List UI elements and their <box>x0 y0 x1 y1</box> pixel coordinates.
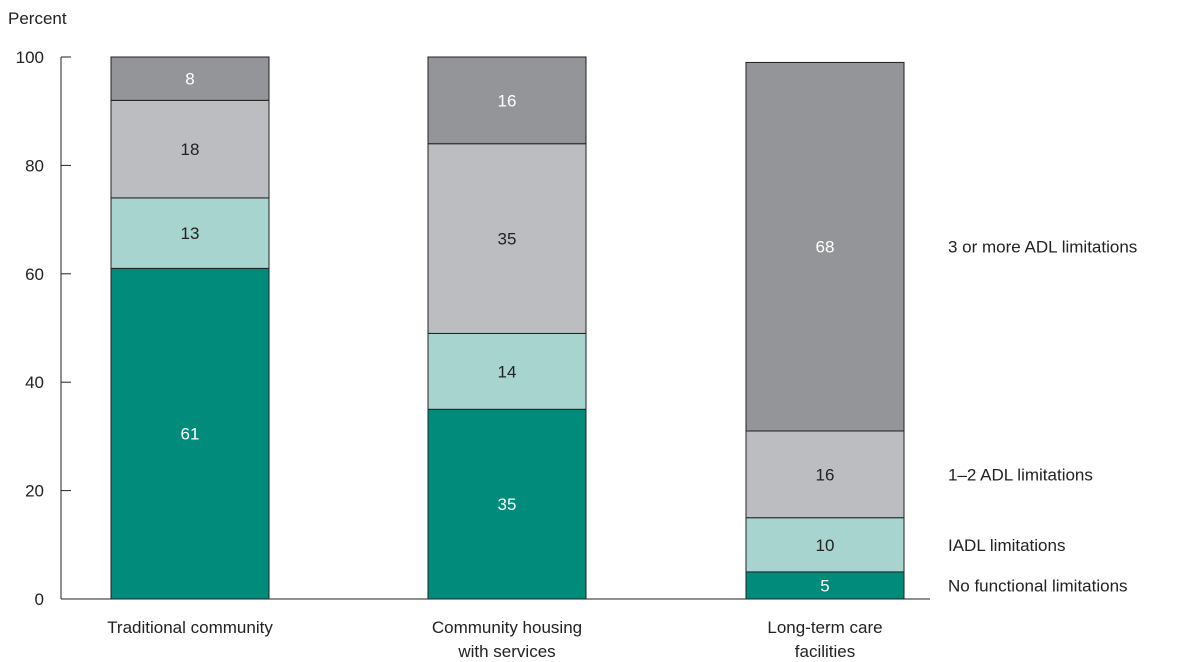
x-tick-label: Long-term care <box>767 618 882 637</box>
bar-stack: 5 10 16 68 <box>745 61 905 600</box>
y-tick-label: 40 <box>25 373 44 392</box>
data-label: 5 <box>820 576 829 595</box>
bars: 61 13 18 8 35 14 35 16 5 10 16 68 <box>110 56 905 600</box>
data-label: 16 <box>498 91 517 110</box>
y-ticks: 0 20 40 60 80 100 <box>16 48 71 609</box>
y-tick-label: 60 <box>25 265 44 284</box>
x-tick-labels: Traditional community Community housing wi… <box>107 618 882 661</box>
bar-segment <box>745 517 905 573</box>
legend-label: No functional limitations <box>948 576 1128 595</box>
y-tick-label: 0 <box>35 590 44 609</box>
bar-segment <box>427 332 587 410</box>
data-label: 68 <box>816 238 835 257</box>
x-tick-label: facilities <box>795 642 855 661</box>
bar-segment <box>745 61 905 432</box>
data-label: 16 <box>816 465 835 484</box>
legend-label: 3 or more ADL limitations <box>948 238 1137 257</box>
bar-segment <box>110 197 270 269</box>
bar-segment <box>110 267 270 600</box>
legend-label: IADL limitations <box>948 536 1065 555</box>
y-tick-label: 20 <box>25 482 44 501</box>
x-tick-label: Traditional community <box>107 618 273 637</box>
bar-segment <box>110 99 270 199</box>
bar-stack: 35 14 35 16 <box>427 56 587 600</box>
data-label: 13 <box>181 224 200 243</box>
data-label: 35 <box>498 230 517 249</box>
data-label: 61 <box>181 425 200 444</box>
y-tick-label: 100 <box>16 48 44 67</box>
bar-stack: 61 13 18 8 <box>110 56 270 600</box>
legend-label: 1–2 ADL limitations <box>948 465 1093 484</box>
data-label: 35 <box>498 495 517 514</box>
x-tick-label: with services <box>457 642 555 661</box>
bar-segment <box>427 408 587 600</box>
data-label: 14 <box>498 362 517 381</box>
data-label: 18 <box>181 140 200 159</box>
bar-segment <box>745 571 905 600</box>
x-tick-label: Community housing <box>432 618 582 637</box>
bar-segment <box>745 430 905 519</box>
legend: No functional limitations IADL limitation… <box>948 238 1137 596</box>
data-label: 8 <box>185 70 194 89</box>
y-axis-label: Percent <box>8 9 67 28</box>
bar-segment <box>427 56 587 145</box>
data-label: 10 <box>816 536 835 555</box>
bar-segment <box>110 56 270 101</box>
y-tick-label: 80 <box>25 156 44 175</box>
